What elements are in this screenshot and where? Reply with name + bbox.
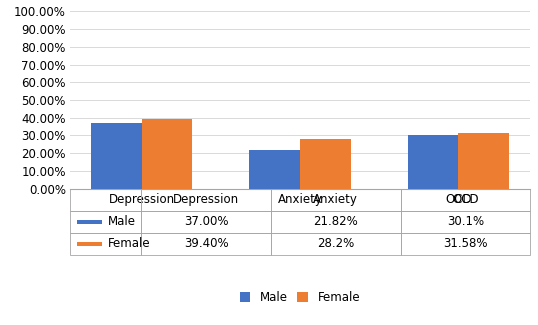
- Bar: [141, 188, 271, 211]
- Text: 30.1%: 30.1%: [447, 215, 484, 228]
- Text: Anxiety: Anxiety: [313, 193, 358, 206]
- Bar: [271, 233, 401, 255]
- Text: 21.82%: 21.82%: [314, 215, 358, 228]
- Bar: [401, 233, 530, 255]
- Text: 39.40%: 39.40%: [184, 238, 229, 251]
- Bar: [77, 220, 102, 224]
- Text: 28.2%: 28.2%: [317, 238, 355, 251]
- Text: Male: Male: [108, 215, 136, 228]
- Bar: [401, 188, 530, 211]
- Bar: [300, 138, 351, 188]
- Text: 37.00%: 37.00%: [184, 215, 228, 228]
- Bar: [70, 211, 141, 233]
- Bar: [408, 135, 458, 188]
- Text: OCD: OCD: [452, 193, 479, 206]
- Legend: Male, Female: Male, Female: [237, 289, 363, 306]
- Bar: [271, 211, 401, 233]
- Text: 31.58%: 31.58%: [443, 238, 487, 251]
- Bar: [271, 188, 401, 211]
- Bar: [70, 188, 141, 211]
- Bar: [141, 233, 271, 255]
- Bar: [458, 133, 509, 188]
- Bar: [141, 119, 192, 188]
- Text: Depression: Depression: [173, 193, 239, 206]
- Bar: [401, 211, 530, 233]
- Bar: [77, 242, 102, 246]
- Bar: [141, 211, 271, 233]
- Bar: [70, 233, 141, 255]
- Bar: [249, 150, 300, 188]
- Bar: [91, 123, 141, 188]
- Text: Female: Female: [108, 238, 150, 251]
